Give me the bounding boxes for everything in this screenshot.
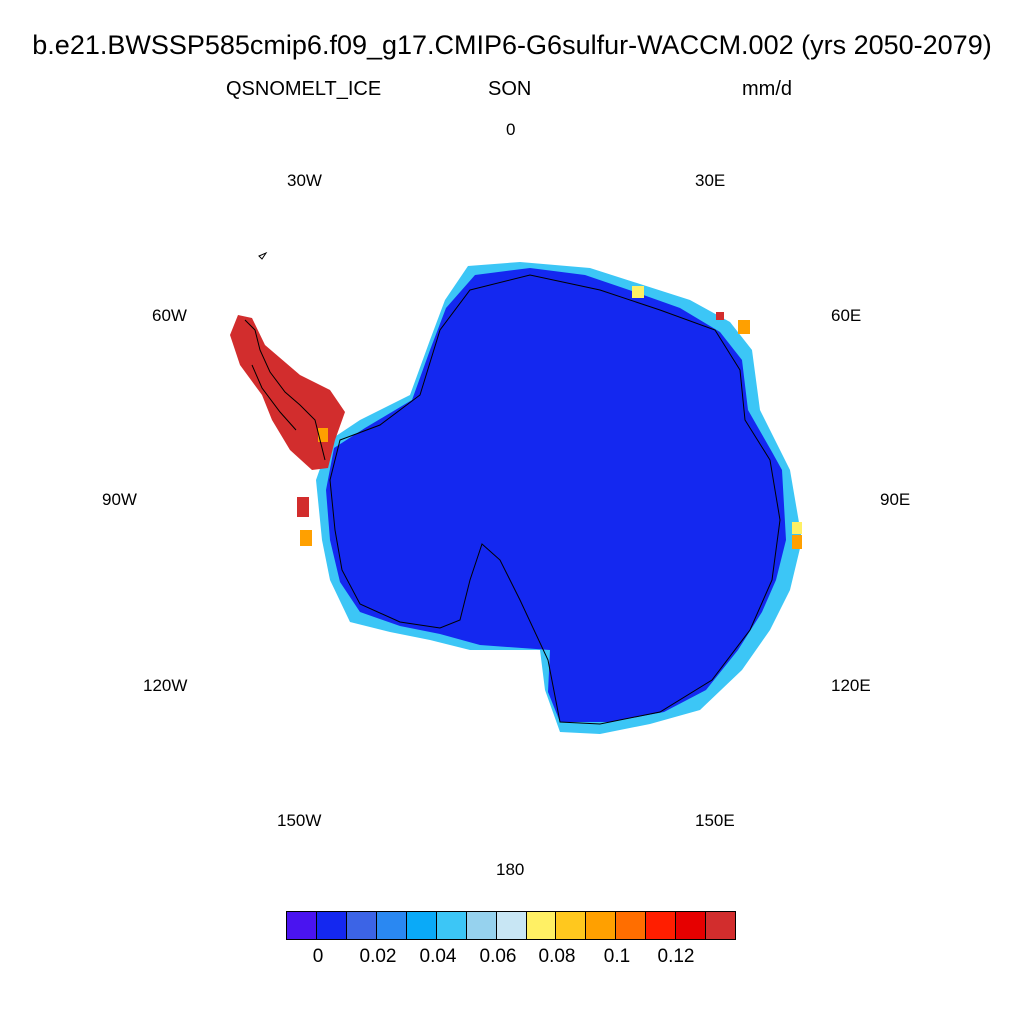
colorbar-box <box>556 912 587 939</box>
island-outline <box>258 251 268 260</box>
warm-patch-4 <box>792 535 802 549</box>
lon-label-90e: 90E <box>880 490 911 509</box>
colorbar-box <box>526 912 557 939</box>
colorbar-box <box>706 912 736 939</box>
lon-label-30w: 30W <box>287 171 322 190</box>
lon-label-150w: 150W <box>277 811 322 830</box>
colorbar-label-0-12: 0.12 <box>657 946 695 967</box>
coastline <box>329 274 781 725</box>
warm-patch-8 <box>318 428 328 442</box>
colorbar-label-0-1: 0.1 <box>603 946 631 967</box>
colorbar-box <box>616 912 647 939</box>
warm-patch-6 <box>716 312 724 320</box>
warm-patch-7 <box>632 286 644 298</box>
lon-label-0: 0 <box>506 120 516 139</box>
colorbar-label-0: 0 <box>312 946 324 967</box>
colorbar-box <box>496 912 527 939</box>
colorbar-label-0-04: 0.04 <box>419 946 457 967</box>
ice-sheet <box>326 268 786 722</box>
lon-label-30e: 30E <box>695 171 726 190</box>
colorbar-box <box>287 912 317 939</box>
colorbar-box <box>436 912 467 939</box>
colorbar-label-0-06: 0.06 <box>479 946 517 967</box>
colorbar-box <box>406 912 437 939</box>
colorbar-box <box>316 912 347 939</box>
colorbar-box <box>586 912 617 939</box>
season-label: SON <box>488 78 532 100</box>
colorbar <box>286 911 736 940</box>
colorbar-box <box>346 912 377 939</box>
warm-patch-2 <box>300 530 312 546</box>
warm-patch-3 <box>792 522 802 534</box>
warm-patch-5 <box>738 320 750 334</box>
colorbar-box <box>466 912 497 939</box>
lon-label-120w: 120W <box>143 676 188 695</box>
antarctic-peninsula <box>230 315 345 470</box>
units-label: mm/d <box>742 78 792 100</box>
lon-label-150e: 150E <box>695 811 735 830</box>
plot-title: b.e21.BWSSP585cmip6.f09_g17.CMIP6-G6sulf… <box>32 30 992 60</box>
peninsula-coastline <box>244 319 326 461</box>
lon-label-180: 180 <box>496 860 525 879</box>
colorbar-label-0-08: 0.08 <box>538 946 576 967</box>
colorbar-box <box>646 912 677 939</box>
lon-label-60e: 60E <box>831 306 862 325</box>
lon-label-60w: 60W <box>152 306 187 325</box>
lon-label-90w: 90W <box>102 490 137 509</box>
colorbar-box <box>676 912 707 939</box>
warm-patch-1 <box>297 497 309 517</box>
colorbar-label-0-02: 0.02 <box>359 946 397 967</box>
lon-label-120e: 120E <box>831 676 871 695</box>
colorbar-box <box>376 912 407 939</box>
variable-label: QSNOMELT_ICE <box>226 78 382 100</box>
